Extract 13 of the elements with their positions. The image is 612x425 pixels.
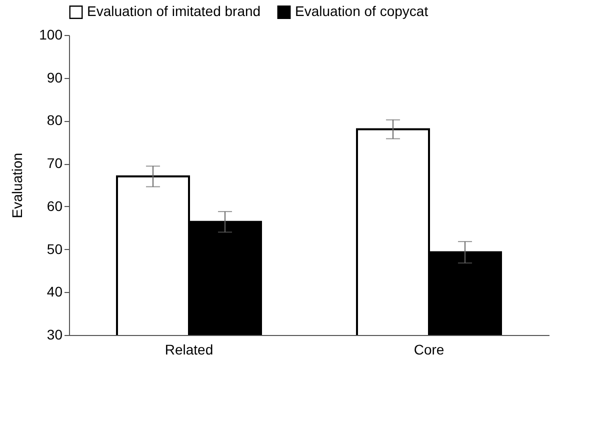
y-axis-title: Evaluation <box>9 152 26 218</box>
y-tick-label: 60 <box>46 198 63 214</box>
y-tick-label: 70 <box>46 155 63 172</box>
x-tick-label: Related <box>164 342 214 358</box>
y-tick-label: 50 <box>46 240 63 257</box>
y-tick-label: 30 <box>46 326 63 342</box>
y-tick-label: 90 <box>46 69 63 86</box>
legend-label: Evaluation of copycat <box>295 3 428 20</box>
legend-label: Evaluation of imitated brand <box>87 3 261 20</box>
y-tick-label: 80 <box>46 112 63 128</box>
x-tick-label: Core <box>414 342 444 358</box>
y-tick-label: 40 <box>46 284 63 300</box>
y-tick-label: 100 <box>39 26 63 42</box>
